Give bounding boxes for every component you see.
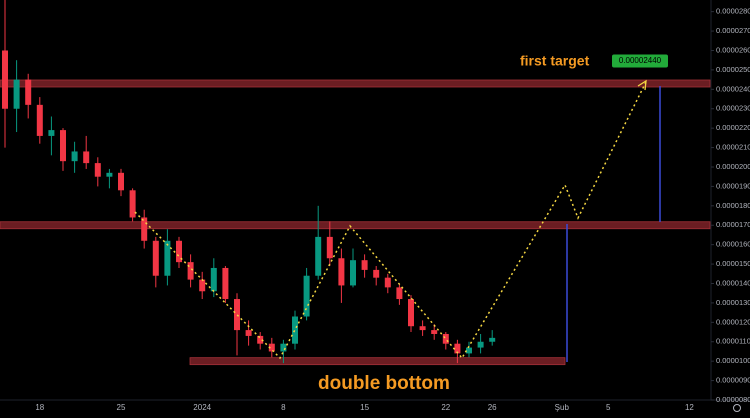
candle-body bbox=[489, 337, 496, 342]
x-tick-label: 15 bbox=[360, 403, 369, 412]
time-axis: 18 25 2024 8 15 22 26 Şub 5 12 bbox=[35, 403, 694, 412]
x-tick-label: 12 bbox=[685, 403, 694, 412]
x-tick-label: 26 bbox=[488, 403, 497, 412]
candle-body bbox=[315, 236, 322, 276]
candle-body bbox=[13, 79, 20, 109]
candle-body bbox=[176, 240, 182, 263]
candle-body bbox=[245, 330, 252, 336]
level-band bbox=[0, 221, 711, 230]
x-tick-label: 18 bbox=[35, 403, 44, 412]
x-tick-label: 8 bbox=[281, 403, 286, 412]
candle-body bbox=[210, 267, 217, 292]
annotation: double bottom bbox=[318, 373, 450, 394]
settings-icon[interactable] bbox=[733, 404, 741, 412]
candle-body bbox=[408, 299, 414, 327]
candle-body bbox=[454, 343, 461, 354]
candle-body bbox=[141, 217, 148, 241]
candles bbox=[2, 0, 496, 364]
target-tag: 0.00002440 bbox=[612, 54, 668, 68]
projection-arrow bbox=[637, 79, 647, 91]
candle-body bbox=[280, 343, 287, 352]
candle-body bbox=[83, 151, 90, 164]
candle-body bbox=[71, 151, 78, 162]
candle-body bbox=[419, 326, 426, 331]
x-tick-label: 22 bbox=[441, 403, 450, 412]
candle-body bbox=[187, 262, 194, 280]
level-band bbox=[0, 79, 711, 88]
candle-body bbox=[431, 330, 438, 334]
candle-body bbox=[350, 260, 356, 286]
annotation: first target bbox=[520, 53, 590, 69]
x-tick-label: 5 bbox=[606, 403, 611, 412]
candle-body bbox=[25, 79, 32, 105]
levels bbox=[0, 79, 711, 366]
candle-body bbox=[129, 190, 136, 218]
candle-body bbox=[373, 269, 380, 278]
x-tick-label: 2024 bbox=[193, 403, 211, 412]
candle-body bbox=[396, 287, 403, 300]
candle-body bbox=[292, 316, 298, 344]
candle-body bbox=[466, 347, 472, 354]
candle-body bbox=[257, 335, 264, 344]
candle-body bbox=[118, 172, 124, 191]
projection-path bbox=[134, 81, 647, 360]
tag-box bbox=[612, 54, 668, 68]
candle-body bbox=[234, 299, 240, 331]
candle-body bbox=[60, 130, 66, 162]
y-tick-label: 0.00000800 bbox=[716, 395, 750, 404]
candle-body bbox=[36, 104, 43, 136]
candle-body bbox=[361, 260, 368, 270]
candle-body bbox=[199, 279, 206, 292]
candle-body bbox=[326, 236, 333, 259]
candle-body bbox=[338, 258, 345, 286]
candle-body bbox=[477, 341, 484, 348]
x-tick-label: Şub bbox=[555, 403, 570, 412]
candle-body bbox=[222, 267, 229, 300]
candle-body bbox=[94, 163, 101, 177]
tag-label: 0.00002440 bbox=[619, 56, 662, 65]
candle-body bbox=[48, 130, 55, 136]
candle-body bbox=[268, 343, 275, 352]
candle-body bbox=[442, 333, 449, 344]
candle-body bbox=[152, 240, 159, 276]
x-tick-label: 25 bbox=[117, 403, 126, 412]
candle-body bbox=[106, 172, 113, 177]
candle-body bbox=[303, 275, 310, 317]
candle-body bbox=[2, 50, 8, 109]
candle-body bbox=[384, 277, 391, 288]
level-band bbox=[189, 357, 566, 366]
candle-body bbox=[164, 240, 171, 276]
